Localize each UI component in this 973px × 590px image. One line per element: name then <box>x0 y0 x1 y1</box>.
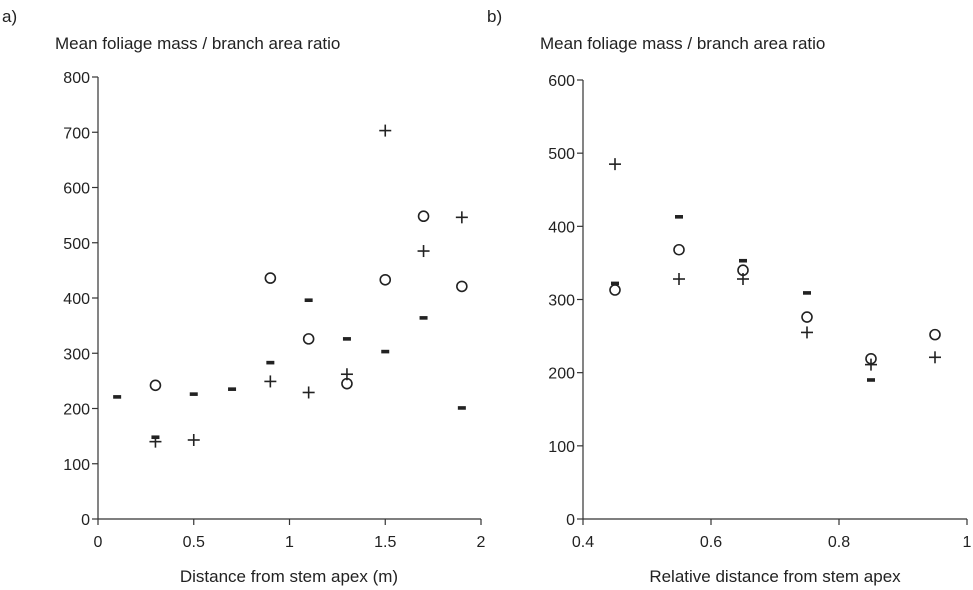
data-point-plus <box>417 245 430 258</box>
x-axis-label: Distance from stem apex (m) <box>180 567 398 586</box>
data-point-plus <box>801 326 813 339</box>
data-point-dash <box>113 395 122 399</box>
x-axis-label: Relative distance from stem apex <box>649 567 901 586</box>
y-tick-label: 600 <box>548 73 575 90</box>
data-point-plus <box>379 124 392 137</box>
y-tick-label: 100 <box>548 439 575 456</box>
data-point-circle <box>673 243 685 256</box>
y-tick-label: 200 <box>548 366 575 383</box>
data-point-circle <box>149 379 162 392</box>
data-point-circle <box>417 210 430 223</box>
data-point-dash <box>228 387 237 391</box>
y-tick-label: 500 <box>63 236 90 253</box>
x-tick-label: 0.6 <box>700 534 722 551</box>
data-point-dash <box>739 258 747 263</box>
data-point-plus <box>302 386 315 399</box>
data-point-plus <box>187 433 200 446</box>
x-tick-label: 1.5 <box>374 534 396 551</box>
data-point-plus <box>609 158 621 171</box>
chart-title: Mean foliage mass / branch area ratio <box>540 34 825 53</box>
data-point-circle <box>379 273 392 286</box>
x-tick-label: 1 <box>963 534 972 551</box>
data-point-dash <box>189 392 198 396</box>
data-point-plus <box>455 211 468 224</box>
data-point-dash <box>803 291 811 295</box>
y-tick-label: 100 <box>63 457 90 474</box>
data-point-dash <box>266 360 275 365</box>
x-tick-label: 1 <box>285 534 294 551</box>
data-point-circle <box>609 284 621 296</box>
data-point-circle <box>302 333 315 345</box>
data-point-plus <box>929 351 941 364</box>
y-tick-label: 300 <box>63 346 90 363</box>
y-tick-label: 0 <box>81 512 90 529</box>
data-point-circle <box>929 328 941 341</box>
y-tick-label: 800 <box>63 70 90 87</box>
panel-a: a) Mean foliage mass / branch area ratio D… <box>2 7 486 586</box>
data-point-plus <box>865 358 877 371</box>
x-tick-label: 0 <box>94 534 103 551</box>
data-point-plus <box>264 375 277 388</box>
data-point-dash <box>867 378 875 382</box>
chart-title: Mean foliage mass / branch area ratio <box>55 34 340 53</box>
data-point-circle <box>801 311 813 323</box>
x-tick-label: 0.8 <box>828 534 850 551</box>
data-point-circle <box>456 280 468 293</box>
data-point-dash <box>457 406 466 410</box>
x-tick-label: 2 <box>477 534 486 551</box>
y-tick-label: 0 <box>566 512 575 529</box>
y-tick-label: 500 <box>548 146 575 163</box>
data-point-dash <box>304 298 313 303</box>
panel-label: b) <box>487 7 502 26</box>
data-point-dash <box>342 337 351 341</box>
data-point-dash <box>419 316 428 320</box>
x-tick-label: 0.5 <box>183 534 205 551</box>
y-tick-label: 400 <box>63 291 90 308</box>
data-point-dash <box>675 215 683 219</box>
x-tick-label: 0.4 <box>572 534 594 551</box>
data-point-dash <box>151 435 160 440</box>
y-tick-label: 700 <box>63 125 90 142</box>
y-tick-label: 300 <box>548 293 575 310</box>
data-point-plus <box>737 273 749 286</box>
y-tick-label: 400 <box>548 219 575 236</box>
data-point-dash <box>611 281 619 286</box>
y-tick-label: 200 <box>63 402 90 419</box>
panel-b: b) Mean foliage mass / branch area ratio R… <box>487 7 972 586</box>
data-point-dash <box>381 349 390 354</box>
data-point-plus <box>340 368 353 381</box>
y-tick-label: 600 <box>63 181 90 198</box>
data-point-circle <box>264 272 277 284</box>
data-point-plus <box>673 273 685 286</box>
panel-label: a) <box>2 7 17 26</box>
